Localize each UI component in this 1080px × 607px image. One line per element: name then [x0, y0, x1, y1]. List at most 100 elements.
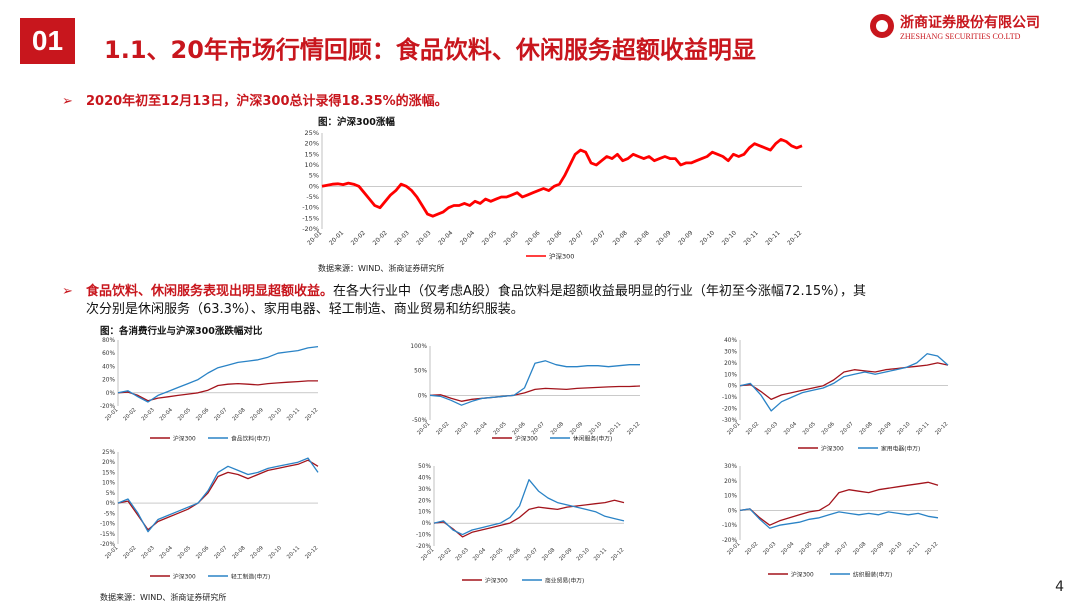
y-tick-label: -15% — [302, 214, 319, 222]
legend-label: 纺织服装(申万) — [853, 571, 892, 579]
x-tick-label: 20-11 — [286, 545, 301, 560]
x-tick-label: 20-06 — [816, 541, 832, 557]
x-tick-label: 20-08 — [633, 229, 650, 246]
x-tick-label: 20-02 — [372, 229, 389, 246]
y-tick-label: -20% — [416, 544, 431, 550]
y-tick-label: -10% — [302, 204, 319, 212]
x-tick-label: 20-04 — [159, 545, 175, 561]
series-line — [321, 137, 803, 218]
x-tick-label: 20-04 — [459, 229, 476, 246]
x-tick-label: 20-03 — [393, 229, 410, 246]
y-tick-label: 20% — [724, 361, 737, 367]
y-tick-label: 10% — [724, 494, 737, 500]
x-tick-label: 20-09 — [677, 229, 694, 246]
x-tick-label: 20-06 — [507, 547, 523, 563]
x-tick-label: 20-10 — [888, 541, 904, 557]
x-tick-label: 20-07 — [213, 407, 228, 422]
fig1-caption: 图：沪深300涨幅 — [318, 117, 395, 128]
y-tick-label: 0% — [728, 384, 738, 390]
x-tick-label: 20-10 — [576, 547, 592, 563]
x-tick-label: 20-03 — [764, 421, 779, 436]
x-tick-label: 20-06 — [512, 421, 528, 437]
y-tick-label: 20% — [102, 378, 115, 384]
y-tick-label: 50% — [414, 369, 427, 375]
x-tick-label: 20-05 — [489, 547, 504, 562]
x-tick-label: 20-03 — [415, 229, 432, 246]
legend-label: 沪深300 — [549, 252, 574, 261]
x-tick-label: 20-04 — [780, 541, 796, 557]
legend-label: 沪深300 — [173, 435, 196, 443]
x-tick-label: 20-04 — [783, 421, 799, 437]
commerce-trade-chart: 50%40%30%20%10%0%-10%-20%20-01 20-02 20-03… — [416, 464, 625, 585]
legend-label: 沪深300 — [791, 571, 814, 579]
x-tick-label: 20-04 — [437, 229, 454, 246]
legend-label: 食品饮料(申万) — [231, 435, 270, 443]
x-tick-label: 20-10 — [896, 421, 912, 437]
bullet-2: ➢ 食品饮料、休闲服务表现出明显超额收益。在各大行业中（仅考虑A股）食品饮料是超… — [62, 283, 1052, 319]
brand-logo-icon — [870, 14, 894, 38]
legend-label: 沪深300 — [485, 577, 508, 585]
legend-label: 沪深300 — [515, 435, 538, 443]
x-tick-label: 20-06 — [821, 421, 837, 437]
y-tick-label: 40% — [102, 364, 115, 370]
x-tick-label: 20-10 — [699, 229, 716, 246]
x-tick-label: 20-11 — [764, 229, 781, 246]
x-tick-label: 20-08 — [859, 421, 875, 437]
y-tick-label: 0% — [106, 501, 116, 507]
x-tick-label: 20-07 — [568, 229, 585, 246]
series-line — [433, 479, 625, 536]
x-tick-label: 20-11 — [906, 541, 921, 556]
x-tick-label: 20-11 — [607, 421, 622, 436]
brand-name-en: ZHESHANG SECURITIES CO.LTD — [900, 32, 1021, 41]
y-tick-label: -5% — [306, 193, 319, 201]
x-tick-label: 20-09 — [655, 229, 672, 246]
x-tick-label: 20-03 — [454, 421, 469, 436]
arrow-bullet-icon: ➢ — [62, 94, 73, 109]
x-tick-label: 20-02 — [350, 229, 367, 246]
y-tick-label: 10% — [418, 510, 431, 516]
y-tick-label: 50% — [418, 464, 431, 470]
y-tick-label: 0% — [309, 182, 319, 190]
y-tick-label: -20% — [302, 225, 319, 233]
x-tick-label: 20-11 — [593, 547, 608, 562]
x-tick-label: 20-09 — [878, 421, 893, 436]
x-tick-label: 20-03 — [455, 547, 470, 562]
x-tick-label: 20-10 — [721, 229, 738, 246]
y-tick-label: 5% — [309, 172, 319, 180]
y-tick-label: 30% — [724, 349, 737, 355]
y-tick-label: 0% — [106, 391, 116, 397]
x-tick-label: 20-10 — [268, 407, 284, 423]
y-tick-label: 20% — [724, 479, 737, 485]
x-tick-label: 20-06 — [195, 407, 211, 423]
x-tick-label: 20-08 — [232, 545, 248, 561]
y-tick-label: 10% — [102, 481, 115, 487]
x-tick-label: 20-05 — [177, 545, 192, 560]
series-line — [429, 360, 640, 406]
light-industry-chart: 25%20%15%10%5%0%-5%-10%-15%-20%20-01 20-0… — [100, 450, 319, 581]
x-tick-label: 20-08 — [232, 407, 248, 423]
x-tick-label: 20-12 — [924, 541, 939, 556]
brand-name-cn: 浙商证券股份有限公司 — [900, 15, 1040, 31]
x-tick-label: 20-05 — [502, 229, 519, 246]
y-tick-label: 100% — [410, 344, 427, 350]
x-tick-label: 20-05 — [177, 407, 192, 422]
bullet-2-text-2: 次分别是休闲服务（63.3%）、家用电器、轻工制造、商业贸易和纺织服装。 — [86, 302, 524, 317]
home-appliance-chart: 40%30%20%10%0%-10%-20%-30%20-01 20-02 20-0… — [722, 338, 949, 453]
y-tick-label: 25% — [102, 450, 115, 456]
legend-label: 沪深300 — [173, 573, 196, 581]
y-tick-label: -20% — [722, 407, 737, 413]
y-tick-label: 30% — [724, 464, 737, 470]
y-tick-label: 80% — [102, 338, 115, 344]
x-tick-label: 20-03 — [141, 407, 156, 422]
y-tick-label: 60% — [102, 351, 115, 357]
series-line — [429, 385, 641, 402]
x-tick-label: 20-12 — [610, 547, 625, 562]
x-tick-label: 20-07 — [590, 229, 607, 246]
y-tick-label: -30% — [722, 418, 737, 424]
x-tick-label: 20-05 — [481, 229, 498, 246]
x-tick-label: 20-04 — [159, 407, 175, 423]
x-tick-label: 20-12 — [934, 421, 949, 436]
bullet-1: ➢ 2020年初至12月13日，沪深300总计录得18.35%的涨幅。 — [62, 93, 1042, 111]
x-tick-label: 20-09 — [870, 541, 885, 556]
slide-title: 1.1、20年市场行情回顾：食品饮料、休闲服务超额收益明显 — [104, 36, 756, 64]
